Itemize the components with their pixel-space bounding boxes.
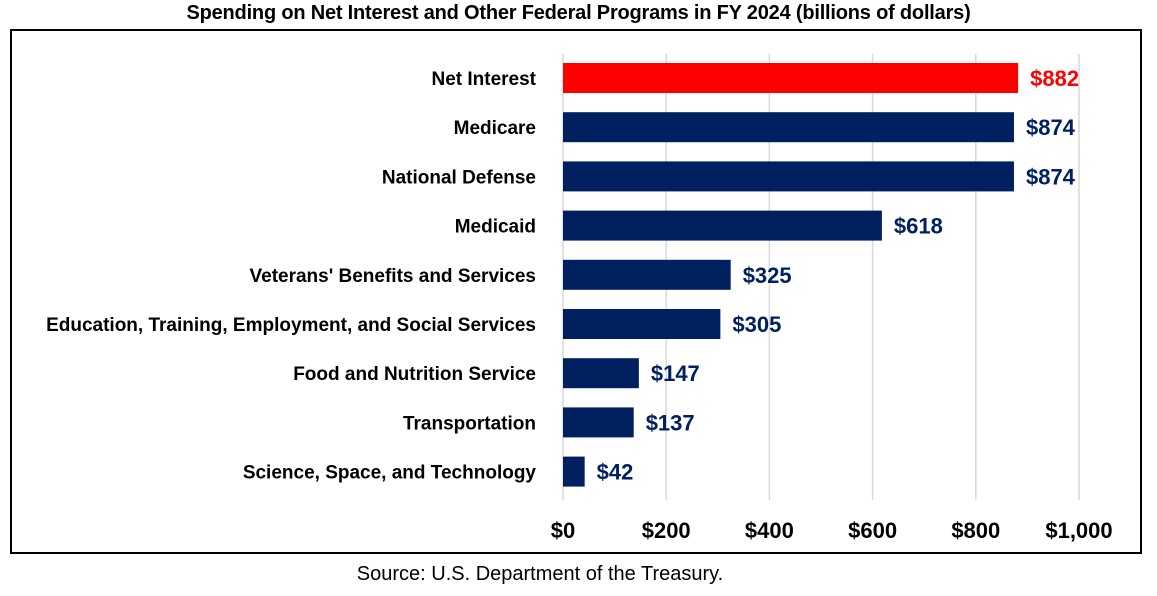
chart-title: Spending on Net Interest and Other Feder… [186, 2, 971, 24]
category-label: Transportation [403, 413, 536, 434]
data-label: $137 [646, 410, 695, 435]
bar [563, 309, 721, 339]
category-label: Veterans' Benefits and Services [250, 266, 537, 287]
x-tick-label: $0 [551, 518, 575, 543]
x-tick-label: $400 [745, 518, 794, 543]
data-label: $42 [597, 460, 634, 485]
category-label: Food and Nutrition Service [293, 364, 536, 385]
bar [563, 161, 1014, 192]
source-note: Source: U.S. Department of the Treasury. [356, 563, 724, 585]
bar [563, 407, 634, 438]
x-tick-label: $1,000 [1045, 518, 1112, 543]
bar [563, 63, 1019, 93]
bar [563, 456, 585, 487]
data-label: $147 [651, 361, 700, 386]
bar [563, 259, 731, 290]
data-label: $618 [894, 214, 943, 239]
category-label: Net Interest [431, 69, 536, 90]
data-label: $874 [1026, 164, 1076, 189]
data-label: $305 [732, 312, 781, 337]
data-label: $325 [743, 263, 792, 288]
data-label: $882 [1030, 66, 1079, 91]
category-label: Science, Space, and Technology [243, 463, 537, 484]
category-label: Medicaid [455, 217, 536, 238]
bar [563, 210, 882, 241]
x-tick-label: $800 [951, 518, 1000, 543]
x-tick-label: $200 [642, 518, 691, 543]
category-label: National Defense [382, 167, 536, 188]
bar [563, 112, 1014, 143]
data-label: $874 [1026, 115, 1076, 140]
category-label: Medicare [454, 118, 536, 139]
x-tick-label: $600 [848, 518, 897, 543]
chart-frame [10, 29, 1142, 554]
bar [563, 358, 639, 389]
category-label: Education, Training, Employment, and Soc… [46, 315, 536, 336]
